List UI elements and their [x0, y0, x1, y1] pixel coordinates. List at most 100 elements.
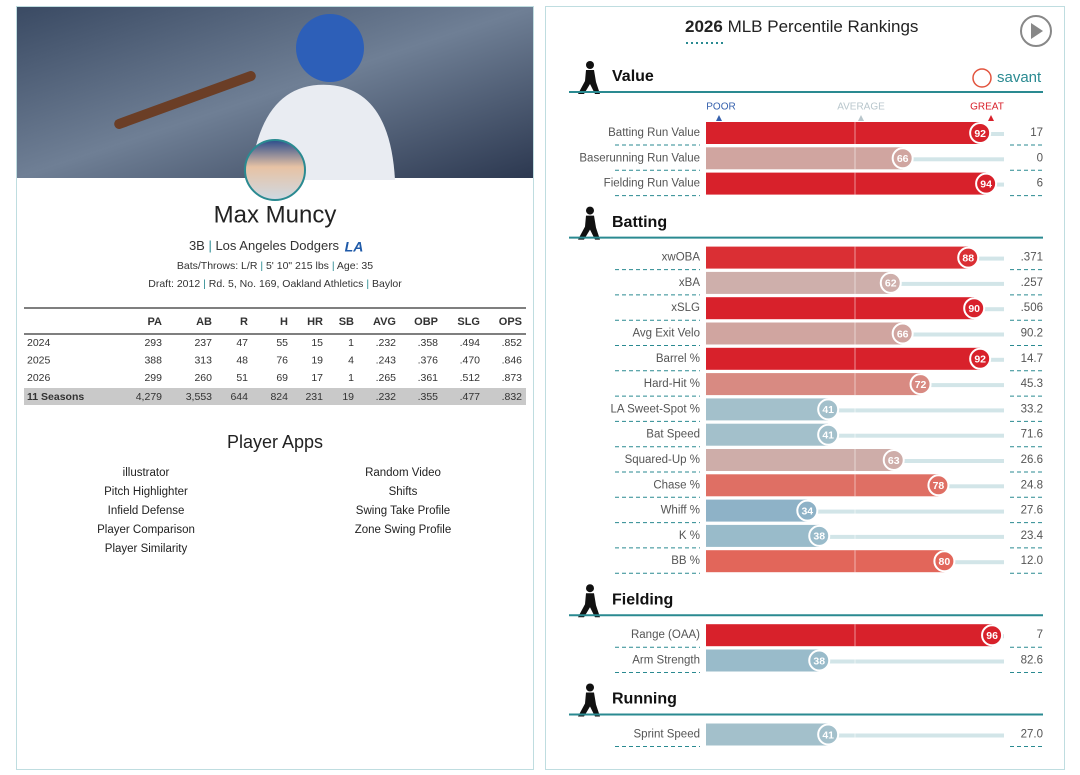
metric-label: LA Sweet-Spot %: [611, 403, 701, 415]
percentile-dot: [891, 147, 914, 170]
percentile-label: 72: [915, 379, 927, 391]
metric-label: Avg Exit Velo: [632, 328, 700, 340]
table-cell: 237: [194, 337, 212, 349]
position: 3B: [189, 238, 205, 253]
percentile-bar: [706, 398, 829, 421]
table-cell: 17: [311, 372, 323, 384]
percentile-dot: [909, 373, 932, 396]
app-link: Pitch Highlighter: [104, 486, 188, 498]
percentile-label: 41: [822, 429, 834, 441]
section-title: Running: [612, 691, 677, 708]
percentile-dot: [817, 423, 840, 446]
percentile-label: 41: [822, 729, 834, 741]
table-cell: 55: [276, 337, 288, 349]
team: Los Angeles Dodgers: [215, 238, 339, 253]
metric-value: 12.0: [1021, 555, 1043, 567]
percentile-label: 92: [974, 128, 986, 140]
photo-helmet: [296, 14, 364, 82]
percentile-dot: [975, 172, 998, 195]
percentile-label: 88: [962, 252, 974, 264]
draft: Draft: 2012: [148, 278, 200, 290]
app-link: Player Similarity: [105, 543, 188, 555]
table-header: R: [240, 316, 248, 328]
table-cell: .846: [502, 354, 523, 366]
apps-title: Player Apps: [227, 432, 323, 452]
app-link: Swing Take Profile: [356, 505, 450, 517]
table-cell: .232: [376, 391, 397, 403]
table-header: SLG: [457, 316, 480, 328]
percentile-dot: [817, 723, 840, 746]
age: Age: 35: [337, 260, 373, 272]
app-link: Infield Defense: [108, 505, 185, 517]
metric-value: 0: [1037, 152, 1043, 164]
percentile-bar: [706, 723, 829, 746]
section-icon-body: [578, 692, 600, 717]
percentile-dot: [981, 624, 1004, 647]
metric-value: 82.6: [1021, 655, 1043, 667]
table-row-label: 2025: [27, 354, 51, 366]
section-icon-body: [578, 593, 600, 618]
section-icon-head: [586, 206, 594, 215]
table-cell: .477: [460, 391, 481, 403]
metric-label: Batting Run Value: [608, 127, 700, 139]
metric-value: 26.6: [1021, 454, 1043, 466]
percentile-bar: [706, 297, 975, 320]
table-cell: 824: [270, 391, 288, 403]
table-cell: .358: [418, 337, 439, 349]
table-cell: .243: [376, 354, 397, 366]
player-bio: Bats/Throws: L/R | 5' 10" 215 lbs | Age:…: [177, 260, 373, 272]
percentile-bar: [706, 649, 820, 672]
percentile-dot: [882, 449, 905, 471]
table-header: H: [280, 316, 288, 328]
player-name: Max Muncy: [214, 201, 337, 228]
table-cell: 51: [236, 372, 248, 384]
percentile-dot: [969, 347, 992, 370]
percentile-bar: [706, 624, 993, 647]
scale-poor: POOR: [706, 102, 735, 113]
percentile-label: 78: [933, 480, 945, 492]
app-link: Player Comparison: [97, 524, 195, 536]
table-cell: .873: [502, 372, 523, 384]
photo-bat: [114, 71, 256, 129]
section-icon-head: [586, 683, 594, 692]
percentile-dot: [817, 398, 840, 421]
table-total-bg: [24, 388, 526, 405]
percentile-bar: [706, 322, 903, 345]
metric-value: 27.0: [1021, 729, 1043, 741]
percentile-dot: [808, 649, 831, 672]
percentile-dot: [933, 550, 956, 573]
rankings-year: 2026: [685, 17, 723, 36]
percentile-label: 94: [980, 178, 992, 190]
metric-value: 27.6: [1021, 505, 1043, 517]
percentile-dot: [963, 297, 986, 320]
table-cell: 19: [342, 391, 354, 403]
draft-pick: Rd. 5, No. 169, Oakland Athletics: [209, 278, 364, 290]
percentile-bar: [706, 147, 903, 170]
percentile-label: 63: [888, 455, 900, 467]
metric-value: 45.3: [1021, 378, 1043, 390]
rankings-title: 2026 MLB Percentile Rankings: [685, 17, 918, 36]
metric-value: .257: [1021, 277, 1043, 289]
table-row-label: 2026: [27, 372, 51, 384]
scale-average-marker: [858, 115, 864, 121]
percentile-label: 38: [813, 655, 825, 667]
metric-value: 90.2: [1021, 328, 1043, 340]
scale-poor-marker: [716, 115, 722, 121]
section-title: Fielding: [612, 591, 673, 608]
scale-great-marker: [988, 115, 994, 121]
percentile-dot: [927, 474, 950, 497]
metric-label: Sprint Speed: [634, 729, 701, 741]
table-row-label: 11 Seasons: [27, 391, 84, 403]
app-link: Shifts: [389, 486, 418, 498]
table-header: SB: [339, 316, 354, 328]
metric-value: .371: [1021, 252, 1043, 264]
table-cell: 47: [236, 337, 248, 349]
table-header: OPS: [499, 316, 522, 328]
percentile-bar: [706, 524, 820, 547]
table-row-label: 2024: [27, 337, 51, 349]
scale-average: AVERAGE: [837, 102, 885, 113]
team-logo: LA: [345, 239, 364, 255]
table-cell: 48: [236, 354, 248, 366]
percentile-bar: [706, 172, 987, 195]
